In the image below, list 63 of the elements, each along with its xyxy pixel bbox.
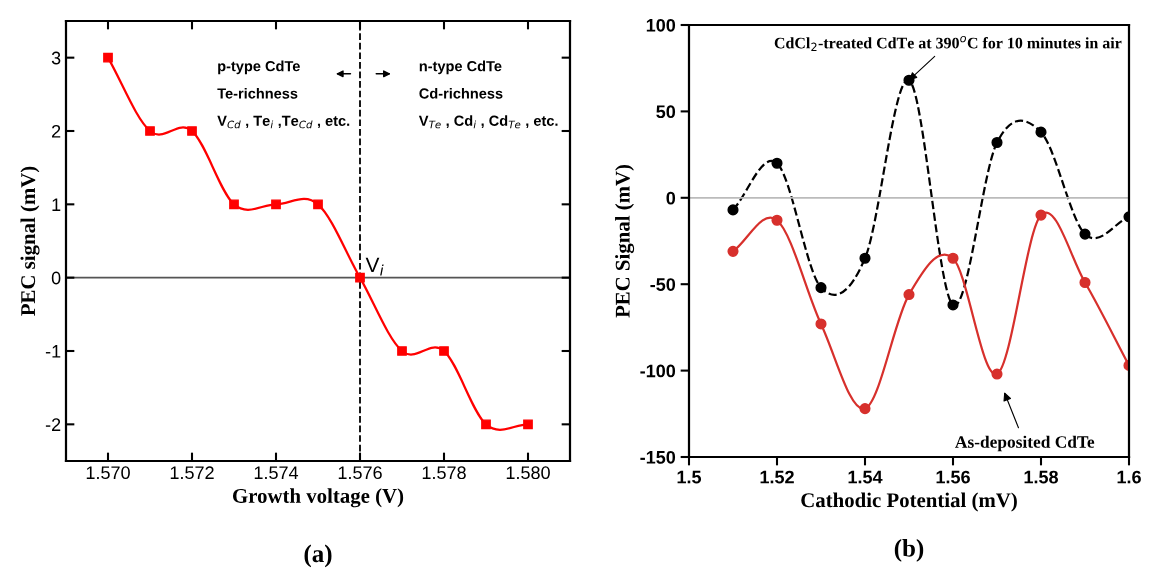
- point: [947, 252, 959, 264]
- y-tick-label: -100: [640, 364, 676, 378]
- y-tick-label: 0: [51, 271, 61, 285]
- y-tick-label: 3: [51, 51, 61, 65]
- point: [187, 126, 197, 136]
- point: [1035, 126, 1047, 138]
- y-tick-label: -1: [45, 345, 61, 358]
- point: [1079, 276, 1091, 289]
- x-tick-label: 1.574: [254, 466, 299, 480]
- point: [481, 419, 491, 430]
- x-tick-label: 1.580: [506, 466, 550, 480]
- point: [727, 245, 739, 257]
- point: [397, 346, 407, 356]
- x-tick-label: 1.578: [422, 466, 466, 480]
- x-tick-label: 1.6: [1117, 470, 1141, 484]
- x-tick-label: 1.576: [338, 466, 382, 480]
- y-tick-label: -50: [650, 278, 676, 291]
- text: (a): [304, 544, 332, 568]
- text: (b): [894, 539, 924, 562]
- point: [313, 199, 323, 210]
- y-tick-label: 50: [656, 105, 676, 119]
- point: [103, 52, 113, 63]
- point: [947, 299, 959, 311]
- point: [991, 368, 1003, 380]
- text: n-type CdTe Cd-richness V$_{Te}$ , Cd$_{i}$ , Cd$_{Te}$ , etc.: [418, 60, 558, 129]
- point: [903, 289, 915, 301]
- y-tick-label: -150: [640, 450, 676, 464]
- point: [355, 272, 365, 283]
- point: [859, 403, 871, 415]
- y-tick-label: 1: [52, 198, 61, 211]
- point: [771, 214, 783, 226]
- x-tick-label: 1.572: [170, 466, 214, 480]
- point: [727, 204, 739, 216]
- point: [815, 282, 827, 294]
- point: [439, 346, 449, 356]
- point: [1035, 209, 1047, 221]
- x-tick-label: 1.5: [677, 470, 702, 484]
- annotation: As-deposited CdTe: [955, 435, 1095, 452]
- x-tick-label: 1.58: [1024, 470, 1059, 484]
- y-axis-title: PEC Signal (mV): [615, 164, 635, 318]
- y-tick-label: 0: [666, 191, 676, 205]
- x-axis-title: Growth voltage (V): [233, 488, 404, 508]
- y-axis-title: PEC signal (mV): [20, 166, 40, 316]
- point: [271, 199, 281, 210]
- ref-line-label: V$_{i}$: [365, 257, 384, 276]
- x-axis-title: Cathodic Potential (mV): [801, 492, 1017, 512]
- point: [859, 252, 871, 264]
- x-tick-label: 1.56: [936, 470, 970, 484]
- text: p-type CdTe Te-richness V$_{Cd}$ , Te$_{i}$ ,Te$_{Cd}$ , etc.: [217, 60, 350, 129]
- annotation: CdCl$_{2}$-treated CdTe at 390$^{o}$C for 10 minutes in air: [774, 35, 1122, 51]
- point: [815, 318, 827, 330]
- x-tick-label: 1.570: [86, 466, 130, 480]
- point: [771, 157, 783, 169]
- x-tick-label: 1.54: [848, 470, 883, 484]
- y-tick-label: 100: [646, 18, 676, 32]
- point: [145, 126, 155, 136]
- point: [991, 136, 1003, 149]
- point: [1079, 228, 1091, 240]
- point: [523, 419, 533, 430]
- y-tick-label: -2: [45, 418, 61, 431]
- y-tick-label: 2: [52, 124, 61, 138]
- point: [229, 199, 239, 210]
- x-tick-label: 1.52: [760, 470, 794, 484]
